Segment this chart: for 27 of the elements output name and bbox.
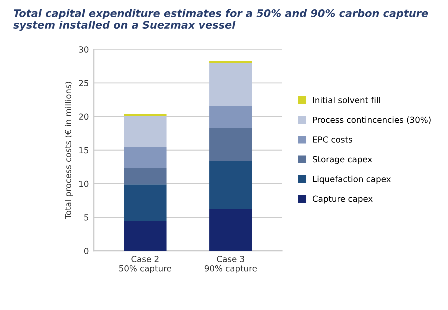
y-tick-label: 20 bbox=[79, 114, 89, 120]
x-tick-label: Case 3 90% capture bbox=[204, 256, 258, 274]
bar bbox=[124, 116, 167, 147]
legend-label: Initial solvent fill bbox=[313, 96, 380, 104]
bar bbox=[210, 128, 252, 162]
legend-label: Process contincencies (30%) bbox=[313, 116, 431, 124]
bar bbox=[124, 146, 167, 168]
bar bbox=[210, 106, 252, 128]
y-tick-label: 10 bbox=[80, 180, 89, 188]
chart-title: Total capital expenditure estimates for a 50% and 90% carbon capture system installed on a Suezmax vessel bbox=[14, 9, 428, 32]
legend-label: Liquefaction capex bbox=[313, 176, 391, 184]
y-tick-label: 30 bbox=[79, 46, 89, 53]
bar bbox=[124, 184, 167, 222]
legend-label: Storage capex bbox=[313, 156, 372, 164]
y-tick-label: 25 bbox=[79, 80, 88, 86]
bar bbox=[210, 63, 252, 106]
bar bbox=[124, 168, 167, 185]
bar bbox=[124, 222, 167, 252]
legend-label: Capture capex bbox=[312, 196, 373, 204]
x-tick-label: Case 2 50% capture bbox=[120, 256, 172, 274]
y-tick-label: 0 bbox=[84, 248, 89, 254]
y-tick-label: 15 bbox=[80, 147, 88, 154]
y-axis-title: Total process costs (€ in millions) bbox=[64, 82, 74, 220]
bar bbox=[210, 161, 252, 210]
bar bbox=[210, 209, 252, 252]
y-tick-label: 5 bbox=[84, 214, 88, 221]
legend-label: EPC costs bbox=[313, 136, 352, 143]
